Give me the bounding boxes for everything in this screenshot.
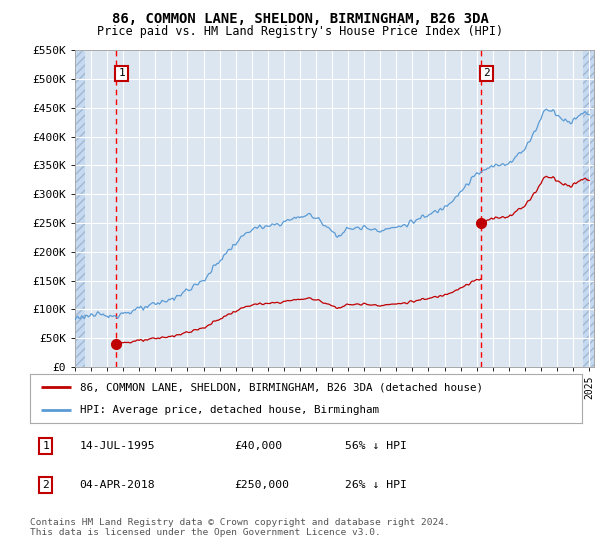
Text: 86, COMMON LANE, SHELDON, BIRMINGHAM, B26 3DA (detached house): 86, COMMON LANE, SHELDON, BIRMINGHAM, B2… bbox=[80, 382, 482, 393]
Bar bbox=[583, 45, 594, 367]
Text: 86, COMMON LANE, SHELDON, BIRMINGHAM, B26 3DA: 86, COMMON LANE, SHELDON, BIRMINGHAM, B2… bbox=[112, 12, 488, 26]
Text: HPI: Average price, detached house, Birmingham: HPI: Average price, detached house, Birm… bbox=[80, 405, 379, 416]
Text: 2: 2 bbox=[483, 68, 490, 78]
Text: 56% ↓ HPI: 56% ↓ HPI bbox=[344, 441, 407, 451]
Text: Contains HM Land Registry data © Crown copyright and database right 2024.
This d: Contains HM Land Registry data © Crown c… bbox=[30, 518, 450, 538]
Text: 1: 1 bbox=[42, 441, 49, 451]
Text: 2: 2 bbox=[42, 480, 49, 490]
Text: £250,000: £250,000 bbox=[234, 480, 289, 490]
Text: 14-JUL-1995: 14-JUL-1995 bbox=[80, 441, 155, 451]
Text: £40,000: £40,000 bbox=[234, 441, 283, 451]
Text: 26% ↓ HPI: 26% ↓ HPI bbox=[344, 480, 407, 490]
Bar bbox=[75, 45, 85, 367]
Text: 04-APR-2018: 04-APR-2018 bbox=[80, 480, 155, 490]
Text: Price paid vs. HM Land Registry's House Price Index (HPI): Price paid vs. HM Land Registry's House … bbox=[97, 25, 503, 38]
Text: 1: 1 bbox=[118, 68, 125, 78]
